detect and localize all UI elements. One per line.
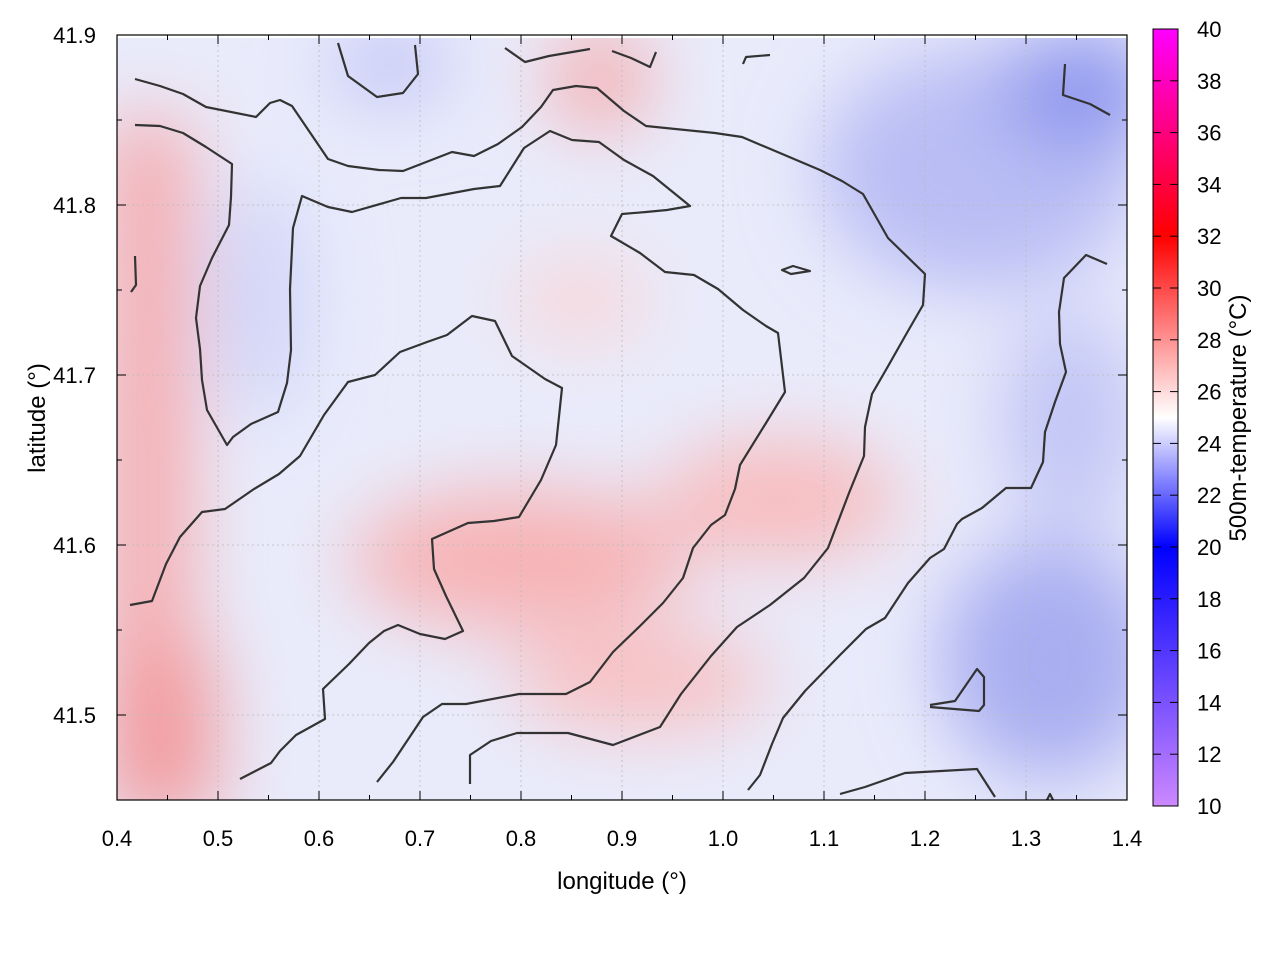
colorbar-tick-label: 30 [1197, 276, 1221, 301]
y-axis: 41.5 41.6 41.7 41.8 41.9 [53, 23, 1127, 728]
contour-line [130, 255, 138, 293]
contour-line [839, 767, 996, 798]
colorbar-tick-label: 16 [1197, 639, 1221, 664]
y-tick-label: 41.8 [53, 193, 96, 218]
x-tick-label: 1.4 [1112, 826, 1143, 851]
x-tick-label: 1.2 [910, 826, 941, 851]
cool-east-south [940, 540, 1127, 780]
contour-line [504, 47, 591, 64]
x-tick-label: 0.9 [607, 826, 638, 851]
x-tick-label: 1.3 [1011, 826, 1042, 851]
colorbar-tick-label: 32 [1197, 224, 1221, 249]
x-axis-title: longitude (°) [557, 868, 687, 895]
colorbar-tick-label: 18 [1197, 587, 1221, 612]
contour-line [780, 264, 812, 276]
colorbar-tick-label: 12 [1197, 742, 1221, 767]
contour-line [134, 77, 927, 784]
contour-line [1061, 63, 1111, 116]
contour-line [747, 253, 1108, 791]
heatmap-blobs [117, 38, 1127, 800]
x-tick-label: 0.7 [405, 826, 436, 851]
y-tick-label: 41.5 [53, 703, 96, 728]
colorbar-tick-label: 28 [1197, 328, 1221, 353]
warm-north [550, 38, 650, 130]
colorbar-tick-label: 36 [1197, 121, 1221, 146]
x-tick-label: 0.4 [102, 826, 133, 851]
colorbar-tick-label: 34 [1197, 172, 1221, 197]
colorbar-tick-label: 40 [1197, 17, 1221, 42]
colorbar-title: 500m-temperature (°C) [1225, 294, 1252, 541]
warm-center-band [350, 490, 690, 630]
y-tick-label: 41.9 [53, 23, 96, 48]
warm-west-corner [117, 650, 215, 800]
colorbar-tick-label: 38 [1197, 69, 1221, 94]
warm-south [510, 630, 770, 730]
x-tick-label: 1.0 [708, 826, 739, 851]
x-tick-label: 0.5 [203, 826, 234, 851]
contour-line [129, 314, 564, 780]
contour-line [336, 42, 420, 99]
colorbar-tick-label: 20 [1197, 535, 1221, 560]
colorbar-tick-label: 22 [1197, 483, 1221, 508]
contour-line [929, 667, 986, 713]
y-tick-label: 41.6 [53, 533, 96, 558]
colorbar-tick-label: 10 [1197, 794, 1221, 819]
contour-line [611, 49, 658, 69]
warm-center-east [660, 440, 900, 560]
colorbar-tick-label: 26 [1197, 380, 1221, 405]
colorbar-ticks: 10 12 14 16 18 20 22 24 26 28 30 32 34 36 38 40 [1153, 17, 1221, 819]
x-axis: 0.4 0.5 0.6 0.7 0.8 0.9 1.0 1.1 1.2 1.3 1.4 [102, 35, 1143, 851]
warm-mid [510, 260, 650, 340]
colorbar: 10 12 14 16 18 20 22 24 26 28 30 32 34 36 38 40 500m-te… [1152, 17, 1252, 819]
y-axis-title: latitude (°) [24, 363, 51, 473]
cool-north [330, 38, 450, 100]
cool-west [210, 180, 310, 420]
heatmap-field [117, 38, 1127, 800]
x-tick-label: 0.8 [506, 826, 537, 851]
x-tick-label: 0.6 [304, 826, 335, 851]
colorbar-tick-label: 24 [1197, 431, 1221, 456]
x-tick-label: 1.1 [809, 826, 840, 851]
colorbar-gradient [1152, 28, 1179, 807]
contour-line [741, 53, 771, 65]
colorbar-tick-label: 14 [1197, 690, 1221, 715]
cool-northeast [1000, 38, 1127, 150]
contour-line [1046, 792, 1054, 800]
contour-lines [129, 42, 1111, 800]
y-tick-label: 41.7 [53, 363, 96, 388]
contour-line [134, 123, 787, 783]
cool-east-mid [1000, 310, 1127, 530]
